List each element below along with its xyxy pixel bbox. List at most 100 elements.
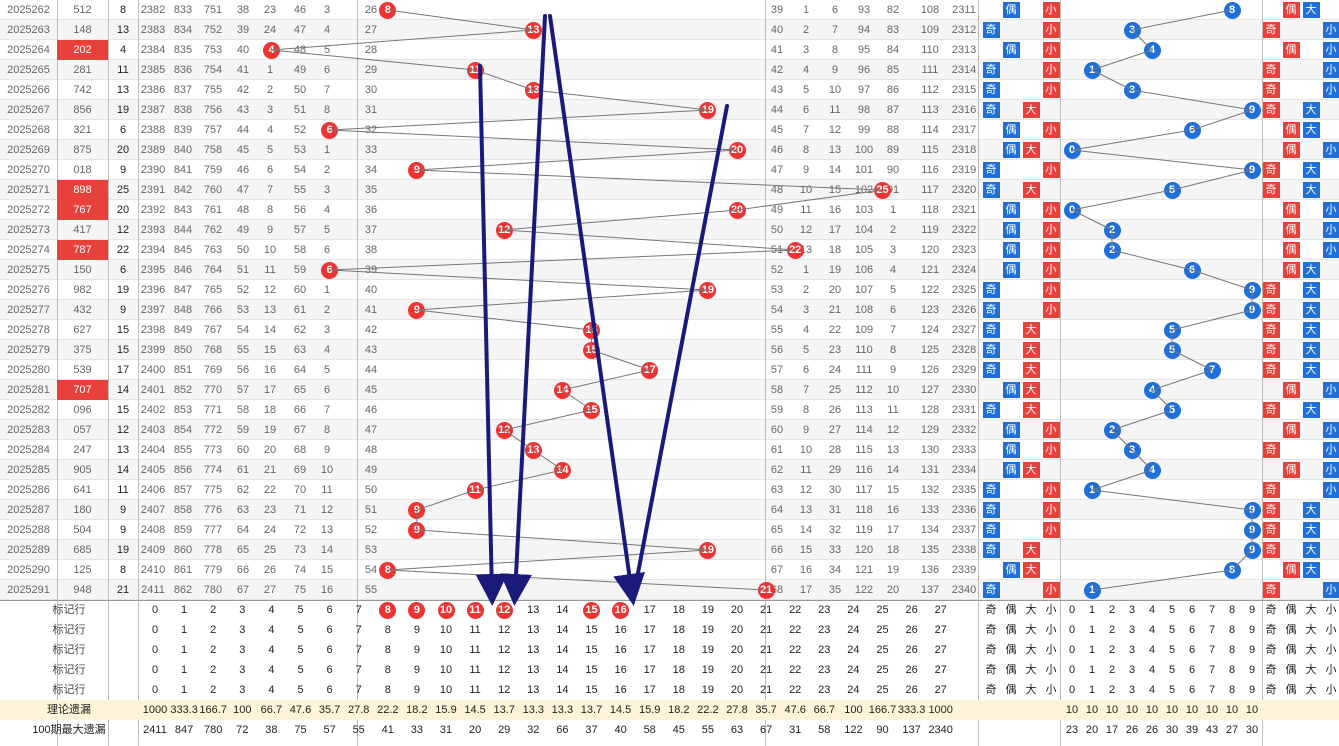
oe-header-cell: 偶: [1005, 604, 1017, 616]
odd-even-tag: 偶: [1002, 2, 1020, 18]
omission-cell: 7: [323, 404, 331, 416]
theory-sum-cell: 14.5: [464, 704, 486, 716]
draw-number-cell: 148: [73, 24, 92, 36]
tail-big-small-tag: 大: [1302, 502, 1320, 518]
theory-sum-cell: 1000: [142, 704, 168, 716]
tail-big-small-tag: 小: [1322, 442, 1339, 458]
column-divider: [1060, 0, 1061, 746]
omission-cell: 99: [857, 124, 871, 136]
sum-header-cell: 24: [847, 664, 860, 676]
omission-cell: 2321: [951, 204, 977, 216]
tail-header-cell: 1: [1088, 624, 1096, 636]
theory-sum-cell: 35.7: [755, 704, 777, 716]
sum-ball: 9: [408, 161, 426, 179]
period-cell: 2025281: [7, 384, 50, 396]
omission-cell: 119: [921, 224, 939, 236]
sum-header-cell: 26: [905, 624, 918, 636]
omission-cell: 8: [802, 404, 810, 416]
sum-header-cell: 18: [672, 624, 685, 636]
omission-cell: 5: [323, 224, 331, 236]
sum-header-cell: 14: [556, 644, 569, 656]
span-cell: 19: [116, 284, 130, 296]
sum-ball: 13: [524, 81, 542, 99]
omission-cell: 68: [293, 444, 307, 456]
sum-ball: 14: [553, 461, 571, 479]
span-cell: 13: [116, 84, 130, 96]
odd-even-tag: 奇: [982, 282, 1000, 298]
omission-cell: 36: [364, 204, 378, 216]
tail-header-cell: 5: [1168, 664, 1176, 676]
omission-cell: 7: [889, 324, 897, 336]
tail-odd-even-tag: 奇: [1262, 362, 1280, 378]
omission-cell: 6: [889, 304, 897, 316]
draw-number-cell: 905: [73, 464, 92, 476]
sum-header-cell: 18: [672, 644, 685, 656]
tail-header-cell: 0: [1068, 624, 1076, 636]
span-cell: 15: [116, 344, 130, 356]
omission-cell: 841: [173, 164, 193, 176]
omission-cell: 61: [293, 304, 307, 316]
draw-number-cell: 539: [73, 364, 92, 376]
tail-ball: 3: [1123, 81, 1141, 99]
omission-cell: 2324: [951, 264, 977, 276]
period-cell: 2025284: [7, 444, 50, 456]
row-divider: [0, 599, 1339, 600]
odd-even-tag: 偶: [1002, 562, 1020, 578]
draw-number-cell: 787: [57, 240, 108, 260]
omission-cell: 41: [364, 304, 378, 316]
sum-ball: 9: [408, 301, 426, 319]
tail-oe-header-cell: 大: [1305, 604, 1317, 616]
omission-cell: 33: [364, 144, 378, 156]
omission-cell: 84: [886, 44, 900, 56]
sum-header-cell: 27: [934, 624, 947, 636]
oe-header-cell: 奇: [985, 604, 997, 616]
big-small-tag: 小: [1042, 442, 1060, 458]
draw-number-cell: 125: [73, 564, 92, 576]
odd-even-tag: 偶: [1002, 242, 1020, 258]
omission-cell: 11: [800, 204, 812, 216]
omission-cell: 834: [173, 24, 193, 36]
omission-cell: 2330: [951, 384, 977, 396]
tail-ball: 5: [1163, 181, 1181, 199]
sum-header-cell: 21: [759, 644, 773, 656]
omission-cell: 118: [921, 204, 939, 216]
odd-even-tag: 奇: [982, 22, 1000, 38]
omission-cell: 31: [828, 504, 842, 516]
column-divider: [765, 0, 766, 746]
omission-cell: 2404: [140, 444, 166, 456]
oe-header-cell: 大: [1025, 684, 1037, 696]
max-sum-cell: 29: [498, 724, 511, 736]
oe-header-cell: 大: [1025, 624, 1037, 636]
span-cell: 19: [116, 104, 130, 116]
sum-header-cell: 12: [498, 664, 511, 676]
sum-header-cell: 24: [847, 624, 860, 636]
theory-sum-cell: 18.2: [406, 704, 428, 716]
sum-ball: 15: [583, 401, 600, 419]
tail-odd-even-tag: 奇: [1262, 302, 1280, 318]
omission-cell: 752: [203, 24, 223, 36]
sum-header-cell: 15: [585, 624, 598, 636]
sum-header-cell: 20: [730, 604, 744, 616]
omission-cell: 90: [886, 164, 900, 176]
omission-cell: 850: [173, 344, 193, 356]
period-cell: 2025270: [7, 164, 50, 176]
sum-header-cell: 5: [297, 624, 304, 636]
omission-cell: 48: [364, 444, 378, 456]
tail-header-cell: 7: [1208, 644, 1216, 656]
sum-header-cell: 5: [297, 684, 304, 696]
tail-odd-even-tag: 奇: [1262, 342, 1280, 358]
omission-cell: 8: [323, 424, 331, 436]
max-sum-cell: 37: [585, 724, 598, 736]
omission-cell: 53: [770, 284, 784, 296]
theory-tail-cell: 10: [1065, 704, 1079, 716]
omission-cell: 778: [203, 544, 223, 556]
draw-number-cell: 707: [57, 380, 108, 400]
omission-cell: 762: [203, 224, 223, 236]
tail-odd-even-tag: 偶: [1282, 222, 1300, 238]
sum-header-cell: 25: [876, 624, 889, 636]
tail-header-cell: 3: [1128, 644, 1136, 656]
omission-cell: 2386: [140, 84, 166, 96]
big-small-tag: 小: [1042, 42, 1060, 58]
omission-cell: 2382: [140, 4, 166, 16]
tail-header-cell: 6: [1188, 644, 1196, 656]
